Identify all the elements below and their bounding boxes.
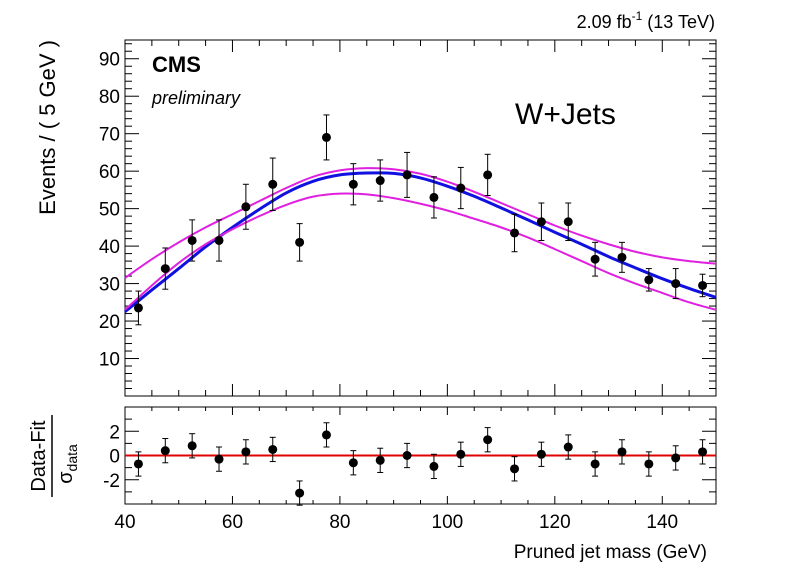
pull-point [402, 451, 412, 460]
y-axis-label-bottom: Data-Fit σdata [28, 415, 80, 497]
pull-point [429, 461, 439, 471]
bottom-y-tick-label: 2 [109, 422, 120, 443]
status-label: preliminary [151, 88, 241, 108]
bottom-y-tick-label: -2 [103, 471, 120, 492]
data-point [187, 235, 197, 245]
fit-curve [124, 171, 717, 313]
data-point [644, 275, 654, 285]
top-y-tick-label: 20 [99, 312, 120, 333]
top-y-tick-label: 50 [99, 200, 120, 221]
data-point [590, 254, 600, 264]
data-point [375, 176, 385, 186]
x-tick-label: 140 [646, 512, 678, 533]
x-tick-label: 120 [539, 512, 571, 533]
data-point [617, 252, 627, 262]
process-label: W+Jets [515, 98, 616, 131]
y-axis-label-bottom-denominator: σdata [55, 444, 80, 484]
top-y-tick-label: 40 [99, 237, 120, 258]
pull-point [671, 453, 681, 463]
pull-point [456, 449, 466, 459]
pull-point [644, 459, 654, 469]
data-point [510, 228, 520, 238]
top-axes: 10 20 30 40 50 60 70 80 90 [99, 40, 717, 396]
pull-point [268, 444, 278, 454]
y-axis-label-top: Events / ( 5 GeV ) [35, 40, 60, 215]
luminosity-label: 2.09 fb-1 (13 TeV) [577, 9, 715, 32]
data-point [563, 217, 573, 227]
data-point [321, 132, 331, 142]
pull-point [187, 441, 197, 451]
data-point [348, 179, 358, 189]
data-point [214, 235, 224, 245]
uncertainty-band-lower [124, 192, 717, 311]
pull-point [483, 435, 493, 445]
bottom-axes: 40 60 80 100 120 140 -2 0 2 [103, 407, 717, 533]
bottom-pull-plot [125, 422, 716, 506]
pull-point [536, 449, 546, 459]
data-point [536, 217, 546, 227]
pull-point [160, 446, 170, 456]
top-y-tick-label: 80 [99, 87, 120, 108]
bottom-y-tick-label: 0 [109, 447, 120, 468]
x-tick-label: 40 [114, 512, 135, 533]
uncertainty-band-upper [124, 167, 717, 279]
top-curves [124, 167, 717, 313]
x-tick-label: 100 [432, 512, 464, 533]
data-point [402, 170, 412, 180]
top-y-tick-label: 60 [99, 162, 120, 183]
pull-point [698, 447, 708, 457]
pull-point [133, 459, 143, 469]
pull-point [563, 442, 573, 452]
top-y-tick-label: 10 [99, 350, 120, 371]
data-point [456, 183, 466, 193]
pull-point [241, 447, 251, 457]
experiment-label: CMS [152, 52, 201, 77]
top-data-points [133, 114, 708, 326]
top-y-tick-label: 30 [99, 275, 120, 296]
pull-point [348, 458, 358, 468]
top-y-tick-label: 90 [99, 50, 120, 71]
data-point [671, 279, 681, 289]
x-axis-label: Pruned jet mass (GeV) [514, 542, 707, 563]
y-axis-label-bottom-numerator: Data-Fit [28, 420, 50, 492]
data-point [268, 179, 278, 189]
data-point [295, 237, 305, 247]
pull-point [295, 488, 305, 498]
pull-point [510, 464, 520, 474]
pull-point [375, 455, 385, 465]
data-point [429, 192, 439, 202]
data-point [241, 202, 251, 212]
pull-point [617, 447, 627, 457]
x-tick-label: 80 [329, 512, 350, 533]
x-tick-label: 60 [222, 512, 243, 533]
data-point [698, 280, 708, 290]
top-y-tick-label: 70 [99, 125, 120, 146]
pull-point [321, 430, 331, 440]
data-point [133, 303, 143, 313]
data-point [483, 170, 493, 180]
pull-point [590, 459, 600, 469]
data-point [160, 264, 170, 274]
pull-point [214, 454, 224, 464]
